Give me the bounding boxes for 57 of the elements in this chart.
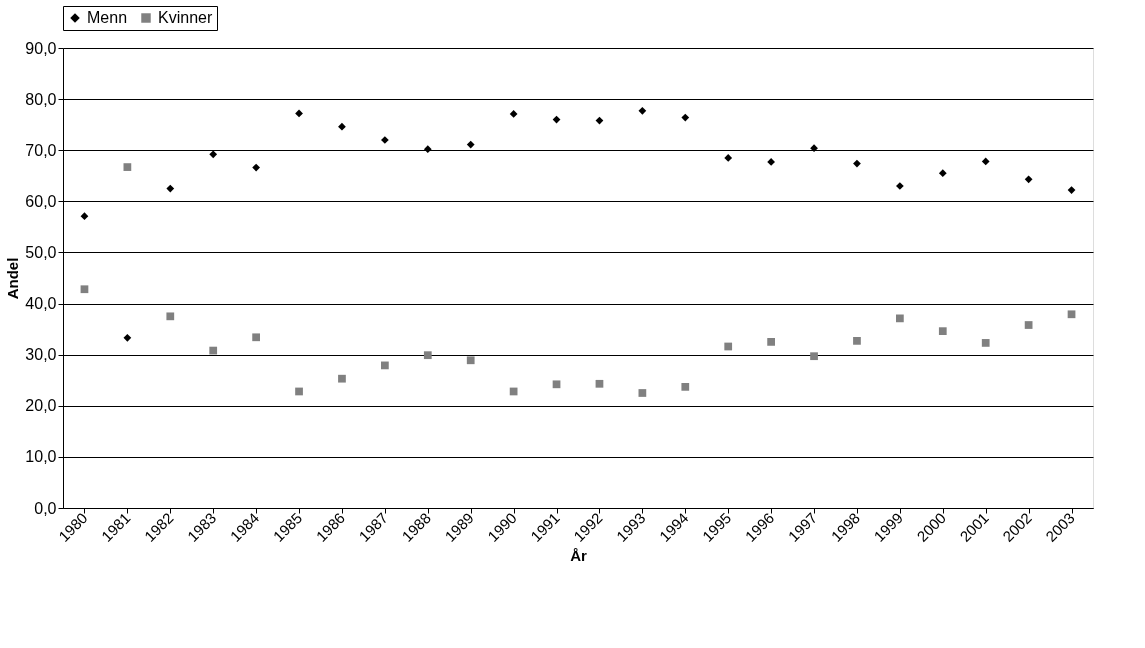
point — [767, 338, 775, 346]
point — [638, 106, 647, 115]
point — [166, 312, 175, 321]
point — [509, 110, 518, 118]
point — [938, 327, 947, 336]
point — [1067, 186, 1076, 194]
y-tick-label: 10,0 — [25, 448, 57, 466]
point — [853, 336, 861, 345]
y-tick-label: 40,0 — [25, 295, 57, 313]
point — [295, 109, 303, 118]
point — [338, 374, 346, 383]
y-tick-label: 90,0 — [25, 39, 57, 57]
point — [981, 339, 990, 347]
point — [466, 140, 475, 149]
point — [252, 163, 260, 172]
point — [552, 380, 561, 389]
point — [810, 144, 818, 153]
point — [767, 158, 775, 166]
y-tick-label: 60,0 — [25, 192, 57, 210]
y-tick-label: 80,0 — [25, 90, 57, 108]
point — [381, 361, 389, 370]
point — [595, 379, 604, 388]
point — [123, 333, 132, 342]
point — [166, 184, 175, 193]
point — [681, 382, 690, 391]
point — [209, 150, 218, 159]
point — [896, 314, 904, 323]
point — [209, 346, 218, 355]
point — [338, 122, 346, 131]
point — [1067, 310, 1076, 319]
point — [466, 356, 475, 365]
point — [123, 163, 132, 171]
point — [1024, 321, 1033, 329]
legend-label: Menn — [87, 9, 128, 26]
point — [423, 145, 432, 154]
legend-label: Kvinner — [158, 9, 213, 26]
point — [938, 169, 947, 178]
point — [638, 389, 647, 397]
point — [724, 342, 733, 351]
y-tick-label: 50,0 — [25, 243, 57, 261]
point — [681, 113, 690, 122]
point — [423, 351, 432, 360]
point — [853, 159, 861, 168]
y-tick-label: 0,0 — [34, 499, 57, 517]
y-axis-title: Andel — [4, 257, 22, 300]
x-axis-title: År — [570, 546, 587, 564]
point — [80, 285, 89, 294]
point — [810, 352, 818, 361]
y-tick-label: 30,0 — [25, 346, 57, 364]
y-tick-label: 20,0 — [25, 397, 57, 415]
point — [252, 333, 260, 342]
y-tick-label: 70,0 — [25, 141, 57, 159]
point — [1024, 175, 1033, 184]
point — [724, 154, 733, 162]
point — [295, 387, 303, 396]
point — [80, 212, 89, 221]
point — [981, 157, 990, 166]
